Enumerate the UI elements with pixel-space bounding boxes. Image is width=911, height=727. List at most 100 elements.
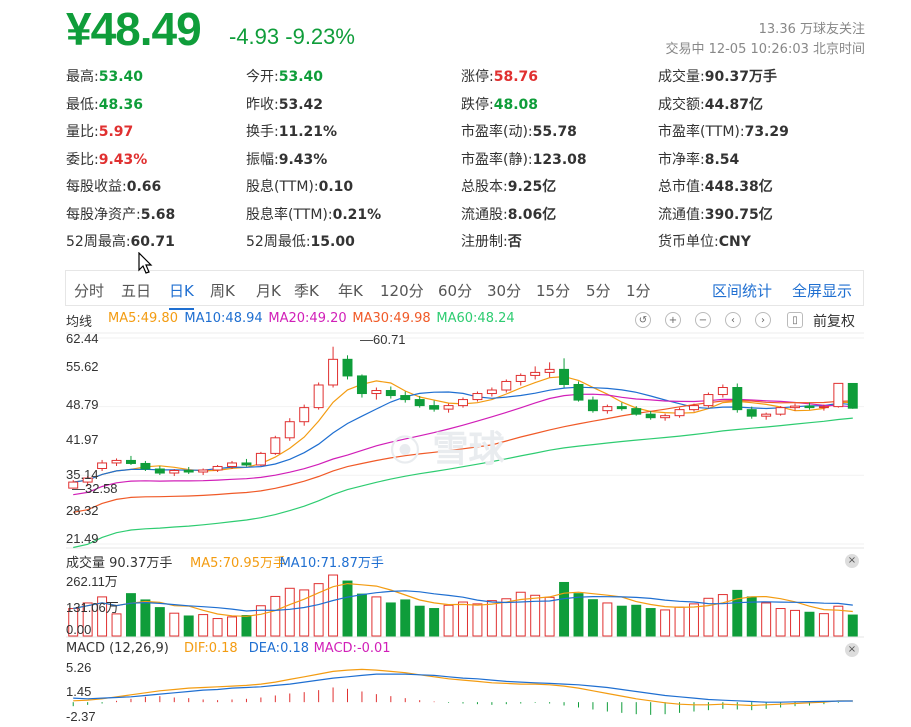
reset-icon[interactable]: ↺	[635, 312, 651, 328]
tab-0[interactable]: 分时	[74, 282, 105, 300]
tab-11[interactable]: 5分	[586, 282, 611, 300]
candle-body	[847, 382, 858, 409]
volume-bar	[371, 596, 382, 637]
adjust-select[interactable]: 前复权	[813, 314, 855, 330]
volume-bar	[385, 602, 396, 637]
volume-bar	[515, 591, 526, 637]
stat-value: 15.00	[310, 234, 355, 250]
candle-body	[472, 393, 483, 401]
stat-label: 市净率:	[658, 151, 705, 168]
candle-toggle-icon[interactable]: ▯	[787, 312, 803, 328]
stat-label: 流通股:	[461, 206, 508, 223]
volume-bar	[125, 593, 136, 637]
volume-bar	[486, 600, 497, 637]
candle-body	[790, 405, 801, 409]
stat-item: 市净率:8.54	[658, 149, 739, 169]
tab-5[interactable]: 季K	[294, 282, 319, 300]
stat-item: 货币单位:CNY	[658, 231, 751, 251]
candle-body	[82, 477, 93, 483]
close-volume-icon[interactable]: ×	[845, 554, 859, 568]
stat-label: 市盈率(静):	[461, 151, 533, 168]
candle-body	[515, 374, 526, 382]
stat-item: 最低:48.36	[66, 94, 143, 114]
stat-item: 52周最低:15.00	[246, 231, 355, 251]
ma-legend-title: 均线	[66, 315, 93, 330]
volume-bar	[689, 603, 699, 637]
macd-axis-tick: 5.26	[66, 660, 92, 675]
stat-item: 昨收:53.42	[246, 94, 323, 114]
scroll-left-icon[interactable]: ‹	[725, 312, 741, 328]
stat-item: 涨停:58.76	[461, 66, 538, 86]
stat-label: 52周最低:	[246, 234, 311, 250]
link-0[interactable]: 区间统计	[712, 282, 773, 300]
zoom-in-icon[interactable]: +	[665, 312, 681, 328]
stat-item: 每股收益:0.66	[66, 176, 161, 196]
stat-label: 市盈率(动):	[461, 124, 533, 140]
volume-bar	[111, 613, 122, 637]
tab-10[interactable]: 15分	[536, 282, 571, 300]
stat-value: 48.36	[98, 96, 144, 113]
volume-bar	[400, 599, 411, 637]
tab-1[interactable]: 五日	[121, 282, 152, 300]
volume-bar	[328, 574, 339, 637]
zoom-out-icon[interactable]: −	[695, 312, 711, 328]
stat-label: 股息率(TTM):	[246, 206, 333, 223]
link-1[interactable]: 全屏显示	[792, 282, 853, 300]
high-annotation: —60.71	[360, 332, 406, 347]
stat-value: 448.38亿	[704, 179, 773, 195]
stat-value: 0.10	[318, 179, 354, 195]
volume-axis-tick: 262.11万	[66, 574, 118, 589]
tab-7[interactable]: 120分	[380, 282, 424, 300]
tab-6[interactable]: 年K	[338, 282, 363, 300]
candle-body	[573, 383, 584, 401]
tab-2[interactable]: 日K	[169, 282, 194, 310]
candle-body	[775, 407, 786, 415]
candle-body	[501, 380, 512, 391]
stat-value: 55.78	[532, 124, 577, 140]
candle-body	[241, 462, 252, 466]
volume-ma-10	[73, 590, 853, 612]
volume-bar	[790, 609, 801, 637]
tab-9[interactable]: 30分	[487, 282, 522, 300]
tab-8[interactable]: 60分	[438, 282, 473, 300]
volume-axis-tick: 131.06万	[66, 600, 119, 615]
tab-4[interactable]: 月K	[256, 282, 281, 300]
candle-body	[198, 469, 209, 473]
stat-label: 总市值:	[658, 179, 705, 195]
close-macd-icon[interactable]: ×	[845, 643, 859, 657]
volume-bar	[443, 604, 454, 637]
volume-bar	[501, 598, 512, 637]
volume-bar	[284, 587, 295, 637]
candle-body	[227, 462, 237, 467]
volume-bar	[356, 593, 367, 637]
candle-body	[833, 382, 844, 408]
candle-body	[356, 375, 367, 395]
stat-label: 流通值:	[658, 206, 705, 223]
volume-bar	[761, 602, 772, 637]
stat-label: 成交额:	[658, 96, 705, 113]
stat-item: 市盈率(TTM):73.29	[658, 121, 789, 141]
stat-label: 量比:	[66, 124, 99, 140]
volume-bar	[573, 593, 584, 637]
mouse-cursor-icon	[138, 252, 153, 274]
volume-bar	[183, 615, 194, 637]
candle-body	[746, 409, 757, 417]
stat-value: 390.75亿	[704, 206, 773, 223]
candle-body	[458, 399, 468, 407]
volume-bar	[270, 595, 281, 637]
scroll-right-icon[interactable]: ›	[755, 312, 771, 328]
legend-item: DEA:0.18	[248, 641, 310, 656]
stat-item: 跌停:48.08	[461, 94, 538, 114]
stat-label: 股息(TTM):	[246, 179, 319, 195]
stat-item: 每股净资产:5.68	[66, 204, 175, 224]
tab-12[interactable]: 1分	[626, 282, 651, 300]
candle-body	[732, 387, 743, 411]
tab-3[interactable]: 周K	[210, 282, 235, 300]
stat-item: 换手:11.21%	[246, 121, 337, 141]
candle-body	[68, 481, 79, 489]
candle-body	[660, 415, 671, 419]
stat-label: 振幅:	[246, 151, 279, 168]
candle-body	[443, 405, 454, 410]
volume-bar	[82, 602, 93, 637]
